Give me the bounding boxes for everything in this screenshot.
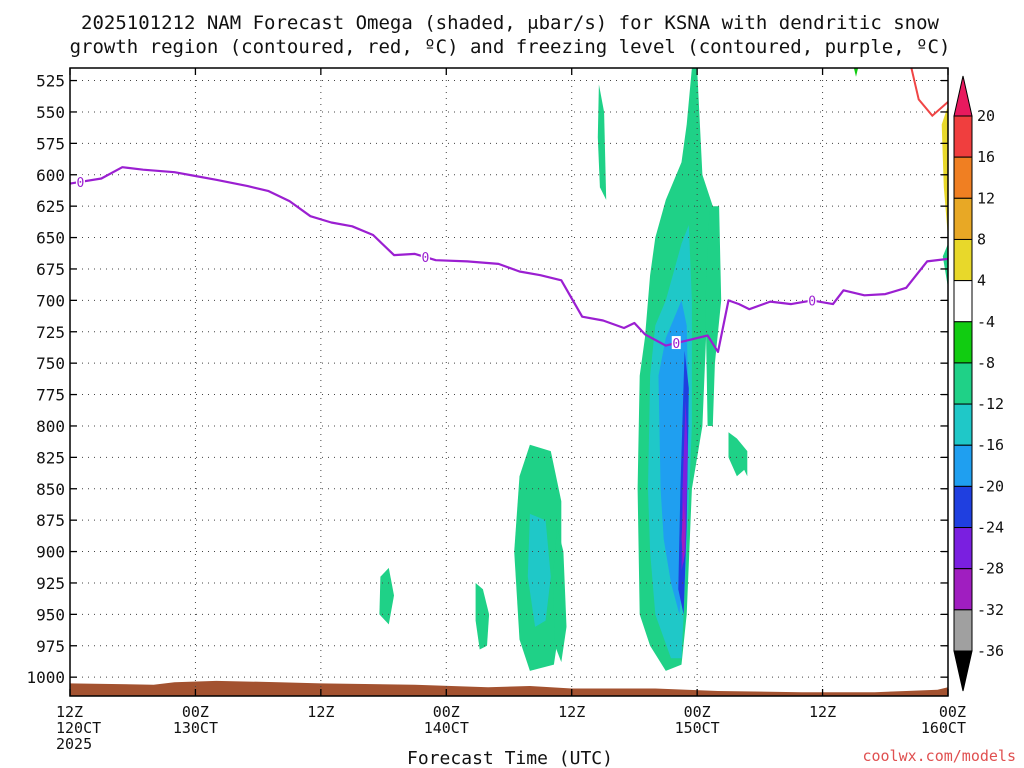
- freezing-label-2: 0: [672, 337, 680, 352]
- freezing-label-bg-3: [807, 293, 817, 307]
- ytick-label-650: 650: [36, 229, 65, 248]
- freezing-label-1: 0: [421, 251, 429, 266]
- colorbar-tick-10: -24: [977, 519, 1004, 537]
- colorbar-segment-1: [953, 156, 973, 199]
- ytick-label-600: 600: [36, 166, 65, 185]
- xtick-label-12-2: 130CT: [173, 719, 218, 737]
- omega-region-7: [527, 513, 551, 627]
- freezing-label-bg-2: [671, 336, 681, 350]
- colorbar-top-arrow: [953, 75, 973, 117]
- colorbar-segment-8: [953, 444, 973, 487]
- colorbar-segment-3: [953, 238, 973, 282]
- xtick-label-72-1: 12Z: [809, 703, 836, 721]
- colorbar-segment-12: [953, 609, 973, 652]
- colorbar-tick-5: -4: [977, 313, 995, 331]
- terrain-fill: [70, 680, 948, 696]
- omega-shading: [379, 68, 948, 671]
- colorbar-segment-4: [953, 280, 973, 323]
- omega-region-16: [853, 68, 859, 77]
- omega-region-12: [475, 583, 490, 650]
- colorbar-tick-11: -28: [977, 560, 1004, 578]
- ytick-label-1000: 1000: [26, 668, 65, 687]
- omega-region-9: [597, 84, 607, 200]
- ytick-label-975: 975: [36, 637, 65, 656]
- x-axis-label: Forecast Time (UTC): [407, 748, 613, 768]
- credit-text[interactable]: coolwx.com/models: [862, 747, 1016, 765]
- xtick-label-60-1: 00Z: [684, 703, 711, 721]
- freezing-label-3: 0: [808, 294, 816, 309]
- omega-region-13: [728, 432, 748, 477]
- xtick-label-48-1: 12Z: [558, 703, 585, 721]
- ytick-label-725: 725: [36, 323, 65, 342]
- ytick-label-925: 925: [36, 574, 65, 593]
- xtick-label-24-1: 12Z: [307, 703, 334, 721]
- ytick-label-750: 750: [36, 354, 65, 373]
- freezing-label-0: 0: [77, 176, 85, 191]
- omega-region-10: [705, 206, 722, 426]
- freezing-label-bg-1: [420, 250, 430, 264]
- omega-region-15: [942, 243, 948, 288]
- ytick-label-550: 550: [36, 103, 65, 122]
- colorbar-tick-4: 4: [977, 272, 986, 290]
- ytick-label-675: 675: [36, 260, 65, 279]
- ytick-label-775: 775: [36, 386, 65, 405]
- xtick-label-60-2: 150CT: [675, 719, 720, 737]
- omega-region-5: [681, 501, 686, 565]
- xtick-label-36-1: 00Z: [433, 703, 460, 721]
- y-axis-ticks: 525 550 575 600 625 650 675 700 725 750 775 800 825 8…: [26, 72, 948, 687]
- colorbar-segment-5: [953, 321, 973, 364]
- ytick-label-525: 525: [36, 72, 65, 91]
- colorbar: 20 16 12 8 4 -4 -8 -12 -16 -20 -24 -28 -32 -36: [953, 75, 1004, 692]
- colorbar-segment-6: [953, 362, 973, 405]
- ytick-label-950: 950: [36, 605, 65, 624]
- colorbar-tick-1: 16: [977, 148, 995, 166]
- colorbar-tick-6: -8: [977, 354, 995, 372]
- ytick-label-700: 700: [36, 291, 65, 310]
- colorbar-tick-8: -16: [977, 436, 1004, 454]
- xtick-label-0-2: 120CT: [56, 719, 101, 737]
- colorbar-segment-7: [953, 403, 973, 446]
- colorbar-tick-2: 12: [977, 189, 995, 207]
- colorbar-tick-7: -12: [977, 395, 1004, 413]
- terrain-polygon: [70, 680, 948, 696]
- freezing-label-bg-0: [75, 174, 85, 188]
- plot-frame: [69, 67, 949, 697]
- xtick-label-84-1: 00Z: [939, 703, 966, 721]
- dgz-contour: [910, 68, 948, 118]
- ytick-label-850: 850: [36, 480, 65, 499]
- colorbar-tick-0: 20: [977, 107, 995, 125]
- ytick-label-800: 800: [36, 417, 65, 436]
- gridlines: [69, 68, 949, 696]
- xtick-label-84-2: 160CT: [921, 719, 966, 737]
- colorbar-tick-9: -20: [977, 477, 1004, 495]
- omega-region-11: [379, 567, 394, 625]
- colorbar-segment-10: [953, 527, 973, 570]
- ytick-label-875: 875: [36, 511, 65, 530]
- ytick-label-625: 625: [36, 197, 65, 216]
- colorbar-segment-9: [953, 485, 973, 529]
- freezing-level-contour: [70, 166, 948, 353]
- ytick-label-825: 825: [36, 448, 65, 467]
- colorbar-segment-2: [953, 197, 973, 240]
- colorbar-tick-12: -32: [977, 601, 1004, 619]
- omega-region-8: [552, 526, 567, 663]
- colorbar-segment-11: [953, 568, 973, 611]
- chart-title-line-1: 2025101212 NAM Forecast Omega (shaded, μ…: [81, 12, 939, 34]
- xtick-label-36-2: 140CT: [424, 719, 469, 737]
- colorbar-bottom-arrow: [953, 650, 973, 692]
- contours: 0 0 0 0: [70, 68, 948, 353]
- omega-region-14: [941, 105, 948, 238]
- xtick-label-0-1: 12Z: [56, 703, 83, 721]
- xtick-label-0-3: 2025: [56, 735, 92, 753]
- chart-title-line-2: growth region (contoured, red, ºC) and f…: [70, 36, 951, 58]
- colorbar-tick-13: -36: [977, 642, 1004, 660]
- colorbar-tick-3: 8: [977, 230, 986, 248]
- colorbar-segment-0: [953, 115, 973, 158]
- ytick-label-575: 575: [36, 134, 65, 153]
- xtick-label-12-1: 00Z: [182, 703, 209, 721]
- ytick-label-900: 900: [36, 543, 65, 562]
